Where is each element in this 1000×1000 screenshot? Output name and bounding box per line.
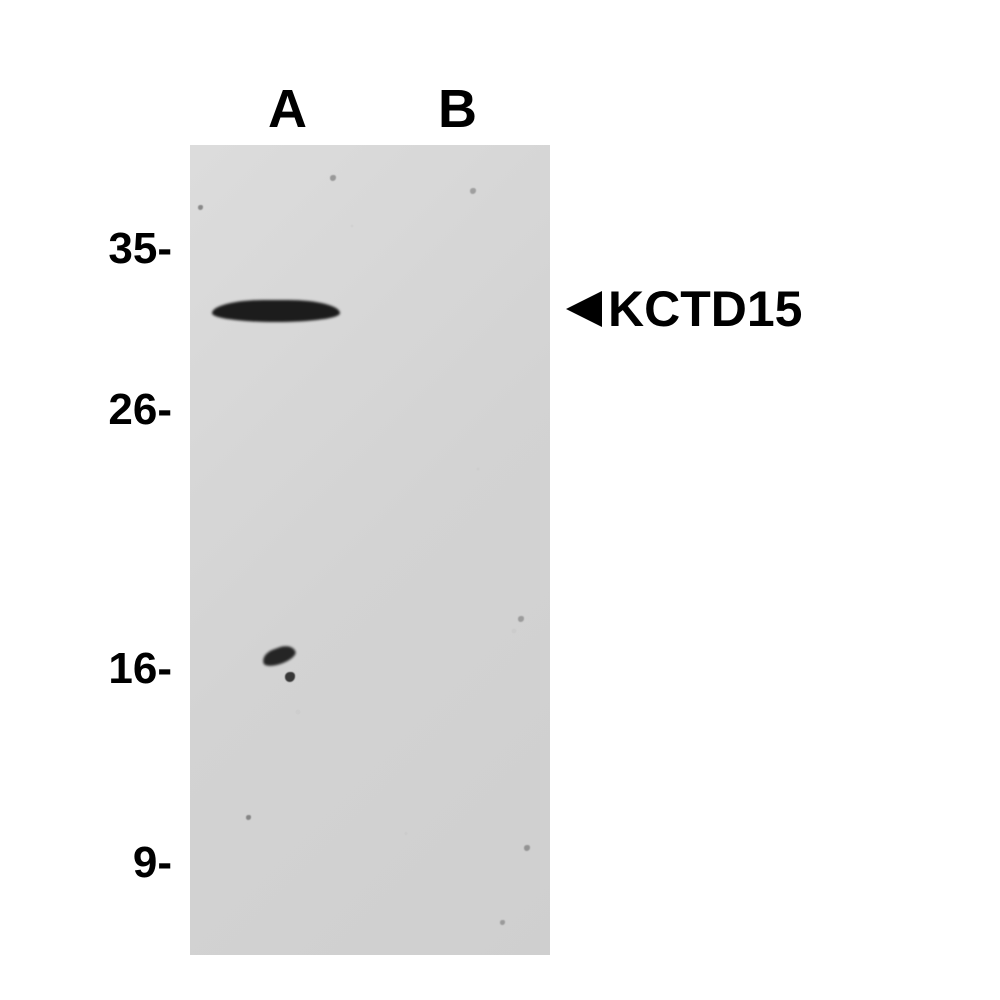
blot-membrane — [190, 145, 550, 955]
membrane-texture — [190, 145, 550, 955]
marker-9: 9- — [122, 838, 172, 888]
lane-label-a: A — [268, 78, 307, 140]
protein-label-text: KCTD15 — [608, 280, 802, 338]
protein-label-kctd15: KCTD15 — [566, 280, 802, 338]
marker-26: 26- — [100, 385, 172, 435]
marker-35: 35- — [100, 224, 172, 274]
western-blot-figure: A B 35- 26- 16- 9- KCTD15 — [0, 0, 1000, 1000]
kctd15-main-band — [212, 300, 340, 322]
arrow-left-icon — [566, 291, 602, 327]
marker-16: 16- — [100, 644, 172, 694]
lane-label-b: B — [438, 78, 477, 140]
